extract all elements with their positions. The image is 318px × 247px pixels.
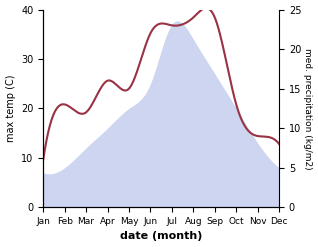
Y-axis label: med. precipitation (kg/m2): med. precipitation (kg/m2) xyxy=(303,48,313,169)
Y-axis label: max temp (C): max temp (C) xyxy=(5,75,16,142)
X-axis label: date (month): date (month) xyxy=(120,231,202,242)
